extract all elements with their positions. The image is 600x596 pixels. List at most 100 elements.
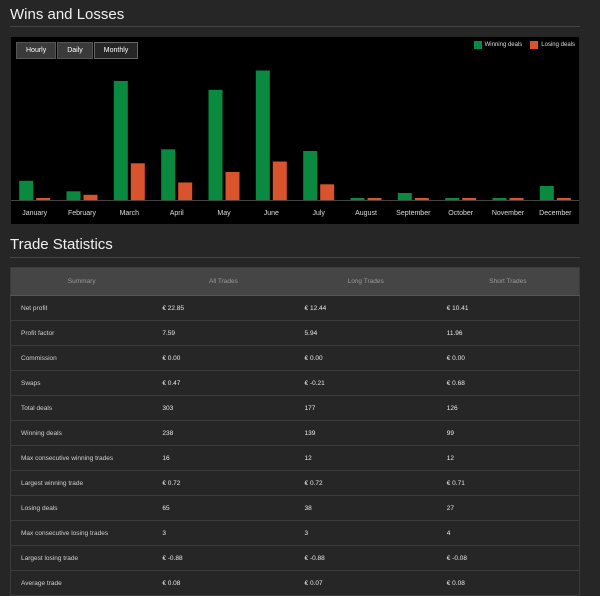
header-long-trades: Long Trades <box>294 267 437 296</box>
header-all-trades: All Trades <box>152 267 295 296</box>
cell-all: 16 <box>152 445 295 471</box>
winning-bar-august[interactable] <box>350 198 365 200</box>
cell-all: 303 <box>152 395 295 421</box>
cell-long: € 0.72 <box>294 470 437 496</box>
table-row: Winning deals 238 139 99 <box>10 420 580 446</box>
table-row: Max consecutive winning trades 16 12 12 <box>10 445 580 471</box>
x-tick-label-june: June <box>264 210 279 217</box>
tab-hourly[interactable]: Hourly <box>16 42 57 59</box>
losing-bar-april[interactable] <box>178 182 193 201</box>
x-tick-label-january: January <box>22 210 47 217</box>
losing-bar-january[interactable] <box>36 198 51 200</box>
bar-chart-svg: January February March April May June July Augu… <box>11 70 579 217</box>
table-row: Total deals 303 177 126 <box>10 395 580 421</box>
table-header-row: Summary All Trades Long Trades Short Tra… <box>10 267 580 296</box>
x-tick-label-august: August <box>355 210 377 217</box>
losing-bar-august[interactable] <box>367 198 382 200</box>
legend-winning: Winning deals <box>473 41 523 49</box>
x-tick-label-july: July <box>312 210 325 217</box>
x-tick-label-february: February <box>68 210 97 217</box>
table-row: Largest losing trade € -0.88 € -0.88 € -0.0… <box>10 545 580 571</box>
cell-all: 3 <box>152 520 295 546</box>
cell-all: € 0.00 <box>152 345 295 371</box>
winning-bar-march[interactable] <box>113 81 128 200</box>
winning-bar-october[interactable] <box>445 198 460 200</box>
losing-bar-november[interactable] <box>509 198 524 200</box>
winning-bar-november[interactable] <box>492 198 507 200</box>
cell-all: € -0.88 <box>152 545 295 571</box>
table-row: Swaps € 0.47 € -0.21 € 0.68 <box>10 370 580 396</box>
cell-short: € 0.00 <box>436 345 580 371</box>
cell-long: € 0.00 <box>294 345 437 371</box>
header-short-trades: Short Trades <box>436 267 580 296</box>
cell-short: 99 <box>436 420 580 446</box>
cell-all: 238 <box>152 420 295 446</box>
table-row: Commission € 0.00 € 0.00 € 0.00 <box>10 345 580 371</box>
header-summary: Summary <box>10 267 153 296</box>
tab-daily[interactable]: Daily <box>57 42 93 59</box>
winning-bar-january[interactable] <box>19 180 34 201</box>
cell-label: Commission <box>10 345 153 371</box>
cell-short: € 0.71 <box>436 470 580 496</box>
table-row: Net profit € 22.85 € 12.44 € 10.41 <box>10 295 580 321</box>
trade-statistics-table: Summary All Trades Long Trades Short Tra… <box>10 267 580 596</box>
stats-divider <box>10 257 580 258</box>
losing-bar-september[interactable] <box>414 198 429 200</box>
cell-all: € 22.85 <box>152 295 295 321</box>
cell-all: € 0.08 <box>162 579 181 587</box>
table-row: Average trade € 0.08 € 0.07 € 0.08 <box>11 571 580 596</box>
chart-legend: Winning deals Losing deals <box>473 41 575 49</box>
losing-bar-june[interactable] <box>272 161 287 201</box>
cell-label: Average trade <box>21 579 62 587</box>
winning-bar-april[interactable] <box>161 149 176 201</box>
cell-long: 177 <box>294 395 437 421</box>
losing-bar-october[interactable] <box>462 198 477 200</box>
cell-short: 11.96 <box>436 320 580 346</box>
x-tick-label-march: March <box>120 210 140 217</box>
x-tick-label-may: May <box>217 210 231 217</box>
legend-losing-label: Losing deals <box>541 42 575 48</box>
losing-bar-december[interactable] <box>556 198 571 200</box>
cell-all: € 0.72 <box>152 470 295 496</box>
legend-winning-label: Winning deals <box>484 42 523 48</box>
cell-label: Max consecutive losing trades <box>10 520 153 546</box>
cell-label: Total deals <box>10 395 153 421</box>
cell-long: 5.94 <box>294 320 437 346</box>
cell-short: € 10.41 <box>436 295 580 321</box>
losing-bar-february[interactable] <box>83 194 98 201</box>
cell-long: 3 <box>294 520 437 546</box>
cell-long: 139 <box>294 420 437 446</box>
wins-losses-chart: January February March April May June July Augu… <box>11 37 579 224</box>
cell-long: € -0.21 <box>294 370 437 396</box>
cell-label: Swaps <box>10 370 153 396</box>
x-tick-label-september: September <box>396 210 431 217</box>
cell-label: Winning deals <box>10 420 153 446</box>
winning-bar-june[interactable] <box>255 70 270 201</box>
range-tabs: Hourly Daily Monthly <box>16 42 139 59</box>
legend-losing: Losing deals <box>530 41 575 49</box>
tab-monthly[interactable]: Monthly <box>93 42 139 59</box>
table-row: Max consecutive losing trades 3 3 4 <box>10 520 580 546</box>
losing-bar-may[interactable] <box>225 172 240 200</box>
cell-long: € 0.07 <box>304 579 323 587</box>
cell-all: 7.59 <box>152 320 295 346</box>
cell-short: 27 <box>436 495 580 521</box>
winning-bar-february[interactable] <box>66 191 81 201</box>
winning-bar-july[interactable] <box>303 151 318 200</box>
cell-short: € 0.08 <box>446 579 465 587</box>
cell-label: Largest losing trade <box>10 545 153 571</box>
cell-label: Profit factor <box>10 320 153 346</box>
winning-bar-may[interactable] <box>208 89 223 201</box>
x-tick-label-november: November <box>492 210 525 217</box>
cell-all: € 0.47 <box>152 370 295 396</box>
cell-short: 12 <box>436 445 580 471</box>
winning-bar-december[interactable] <box>539 186 554 200</box>
losing-bar-july[interactable] <box>320 184 335 201</box>
cell-short: 4 <box>436 520 580 546</box>
losing-bar-march[interactable] <box>130 163 145 201</box>
winning-bar-september[interactable] <box>397 193 412 200</box>
table-row: Largest winning trade € 0.72 € 0.72 € 0.71 <box>10 470 580 496</box>
cell-short: € -0.08 <box>436 545 580 571</box>
title-divider <box>10 26 580 27</box>
x-tick-label-april: April <box>170 210 184 217</box>
